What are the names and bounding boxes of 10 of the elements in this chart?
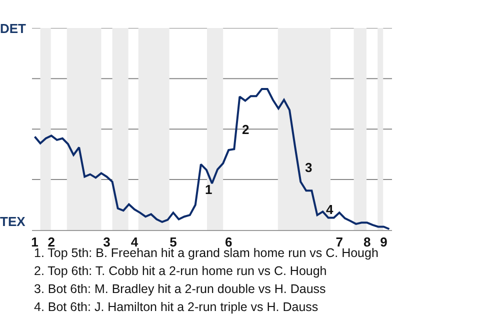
text: DET — [0, 21, 26, 36]
annotation: 4 — [326, 202, 334, 217]
text: 4. Bot 6th: J. Hamilton hit a 2-run triple vs H. Dauss — [34, 300, 318, 314]
text: 3. Bot 6th: M. Bradley hit a 2-run double vs H. Dauss — [34, 282, 326, 296]
text: TEX — [0, 214, 26, 229]
annotation: 1 — [205, 182, 212, 197]
annotation: 3 — [305, 160, 312, 175]
annotation: 2 — [242, 122, 250, 137]
x-tick-label: 9 — [380, 234, 388, 250]
text: 2. Top 6th: T. Cobb hit a 2-run home run vs C. Hough — [34, 264, 327, 278]
